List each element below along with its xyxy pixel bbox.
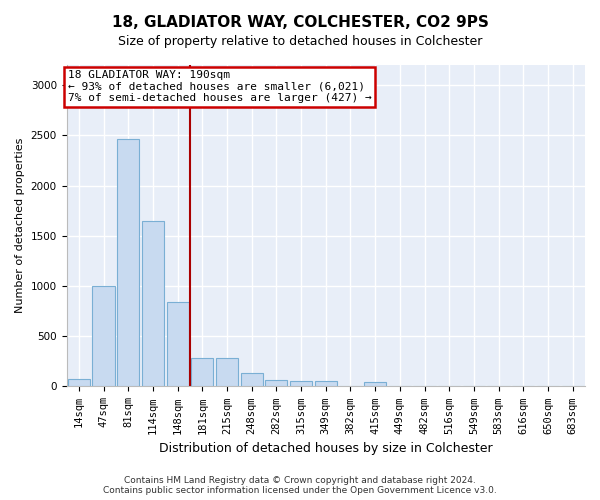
Bar bbox=[290, 381, 312, 386]
Bar bbox=[191, 358, 214, 386]
Y-axis label: Number of detached properties: Number of detached properties bbox=[15, 138, 25, 314]
Bar bbox=[265, 380, 287, 386]
Bar bbox=[167, 302, 189, 386]
Text: Size of property relative to detached houses in Colchester: Size of property relative to detached ho… bbox=[118, 35, 482, 48]
Text: Contains HM Land Registry data © Crown copyright and database right 2024.
Contai: Contains HM Land Registry data © Crown c… bbox=[103, 476, 497, 495]
Bar bbox=[241, 374, 263, 386]
Text: 18, GLADIATOR WAY, COLCHESTER, CO2 9PS: 18, GLADIATOR WAY, COLCHESTER, CO2 9PS bbox=[112, 15, 488, 30]
Bar bbox=[216, 358, 238, 386]
Bar bbox=[142, 220, 164, 386]
Bar bbox=[117, 139, 139, 386]
Text: 18 GLADIATOR WAY: 190sqm
← 93% of detached houses are smaller (6,021)
7% of semi: 18 GLADIATOR WAY: 190sqm ← 93% of detach… bbox=[68, 70, 371, 103]
Bar bbox=[68, 380, 90, 386]
Bar bbox=[314, 381, 337, 386]
Bar bbox=[364, 382, 386, 386]
X-axis label: Distribution of detached houses by size in Colchester: Distribution of detached houses by size … bbox=[159, 442, 493, 455]
Bar bbox=[92, 286, 115, 386]
